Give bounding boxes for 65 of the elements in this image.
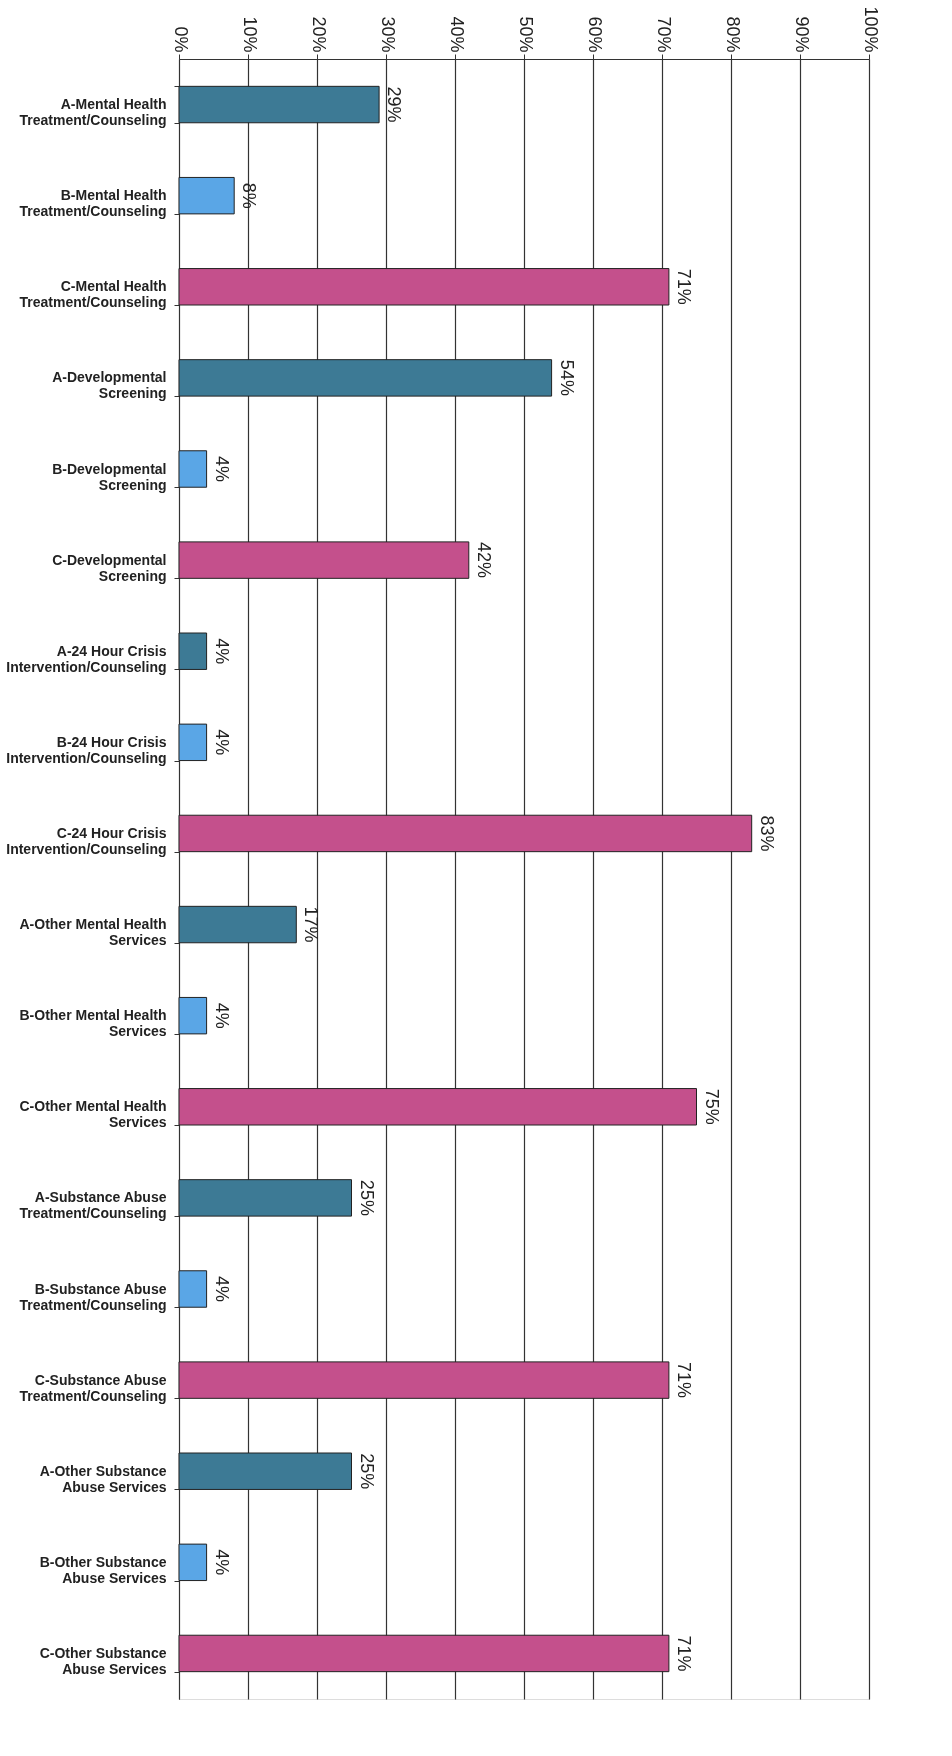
bar — [178, 450, 208, 488]
bar — [178, 359, 553, 397]
bar — [178, 1543, 208, 1582]
bar — [178, 176, 235, 215]
data-label: 4% — [211, 1275, 232, 1303]
x-tick-label: 70% — [653, 16, 674, 53]
x-tick-label: 80% — [722, 16, 743, 53]
data-label: 71% — [673, 268, 694, 305]
data-label: 71% — [673, 1362, 694, 1399]
data-label: 4% — [211, 1549, 232, 1576]
y-tick-label: A-24 Hour Crisis Intervention/Counseling — [6, 642, 167, 675]
bar — [178, 541, 470, 579]
y-tick-label: B-Developmental Screening — [52, 460, 167, 493]
bar — [178, 905, 297, 944]
y-tick-label: A-Other Substance Abuse Services — [39, 1462, 167, 1495]
bar — [178, 85, 380, 124]
bar — [178, 1088, 697, 1126]
bar — [178, 996, 208, 1035]
x-tick-label: 30% — [377, 16, 398, 53]
y-tick-label: C-Mental Health Treatment/Counseling — [19, 278, 167, 311]
bar — [178, 1634, 670, 1673]
x-tick-label: 10% — [239, 16, 260, 53]
y-tick-label: A-Substance Abuse Treatment/Counseling — [19, 1189, 167, 1222]
x-tick-label: 60% — [584, 16, 605, 53]
y-tick-label: B-Other Substance Abuse Services — [39, 1553, 167, 1586]
data-label: 4% — [211, 1002, 232, 1029]
y-tick-label: C-Other Mental Health Services — [19, 1098, 167, 1131]
y-tick-label: C-24 Hour Crisis Intervention/Counseling — [6, 824, 167, 857]
data-label: 25% — [356, 1179, 377, 1216]
data-label: 8% — [239, 182, 260, 209]
x-tick-label: 20% — [308, 16, 329, 53]
bar — [178, 632, 208, 670]
x-tick-label: 100% — [860, 6, 881, 53]
data-label: 29% — [384, 86, 405, 123]
data-label: 4% — [211, 455, 232, 483]
y-tick-label: B-Other Mental Health Services — [19, 1007, 167, 1040]
y-tick-label: A-Mental Health Treatment/Counseling — [19, 96, 167, 129]
y-tick-label: C-Other Substance Abuse Services — [39, 1644, 167, 1677]
bar — [178, 268, 670, 306]
data-label: 25% — [356, 1453, 377, 1490]
bar — [178, 1179, 352, 1217]
data-label: 4% — [211, 729, 232, 756]
data-label: 42% — [473, 542, 494, 579]
bar — [178, 814, 753, 853]
data-label: 4% — [211, 638, 232, 665]
y-tick-label: B-Mental Health Treatment/Counseling — [19, 187, 167, 220]
x-tick-label: 0% — [170, 26, 191, 53]
data-label: 83% — [756, 815, 777, 852]
data-label: 54% — [556, 359, 577, 396]
data-label: 75% — [701, 1088, 722, 1125]
y-tick-label: C-Substance Abuse Treatment/Counseling — [19, 1371, 167, 1404]
bar — [178, 723, 208, 762]
y-tick-label: B-Substance Abuse Treatment/Counseling — [19, 1280, 167, 1313]
x-tick-label: 90% — [791, 16, 812, 53]
y-tick-label: C-Developmental Screening — [52, 551, 167, 584]
bar — [178, 1270, 208, 1308]
data-label: 17% — [301, 906, 322, 943]
bar — [178, 1361, 670, 1399]
y-tick-label: A-Developmental Screening — [52, 369, 167, 402]
y-tick-label: A-Other Mental Health Services — [19, 916, 167, 949]
data-label: 71% — [673, 1635, 694, 1672]
y-tick-label: B-24 Hour Crisis Intervention/Counseling — [6, 733, 167, 766]
x-tick-label: 40% — [446, 16, 467, 53]
x-tick-label: 50% — [515, 16, 536, 53]
bar — [178, 1452, 352, 1490]
